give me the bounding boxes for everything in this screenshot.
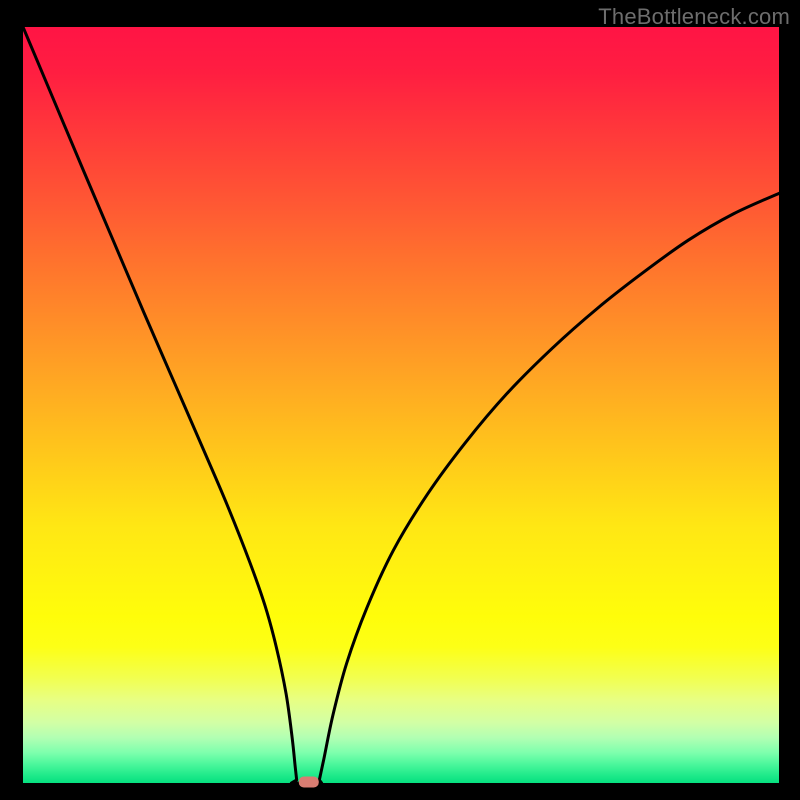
stage: TheBottleneck.com (0, 0, 800, 800)
bottleneck-chart (0, 0, 800, 800)
optimum-marker (299, 777, 319, 788)
gradient-background (23, 27, 779, 783)
watermark-text: TheBottleneck.com (598, 4, 790, 30)
